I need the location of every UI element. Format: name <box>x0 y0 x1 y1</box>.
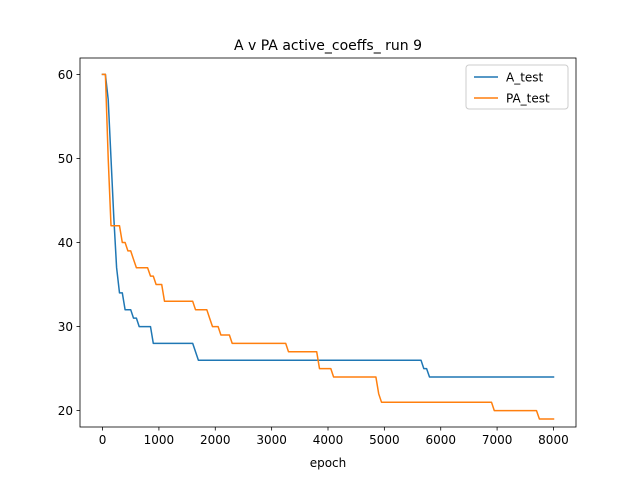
x-tick-label: 6000 <box>425 433 456 447</box>
legend-label: A_test <box>506 71 544 85</box>
legend-label: PA_test <box>506 92 550 106</box>
x-tick-label: 4000 <box>313 433 344 447</box>
series-line-pa-test <box>101 73 555 420</box>
y-tick-label: 60 <box>58 68 73 82</box>
x-tick-label: 3000 <box>256 433 287 447</box>
x-tick-label: 5000 <box>369 433 400 447</box>
x-tick-label: 1000 <box>144 433 175 447</box>
y-tick-label: 30 <box>58 320 73 334</box>
legend: A_test PA_test <box>465 64 569 110</box>
x-tick-label: 7000 <box>482 433 513 447</box>
y-tick-label: 50 <box>58 152 73 166</box>
series-line-a-test <box>101 73 555 378</box>
x-axis-ticks: 0 1000 2000 3000 4000 5000 6000 7000 8000 <box>99 427 569 447</box>
y-tick-label: 20 <box>58 404 73 418</box>
x-axis-label: epoch <box>310 456 347 470</box>
x-tick-label: 0 <box>99 433 107 447</box>
y-tick-label: 40 <box>58 236 73 250</box>
x-tick-label: 8000 <box>538 433 569 447</box>
x-tick-label: 2000 <box>200 433 231 447</box>
y-axis-ticks: 20 30 40 50 60 <box>58 68 80 418</box>
chart-title: A v PA active_coeffs_ run 9 <box>234 38 422 54</box>
